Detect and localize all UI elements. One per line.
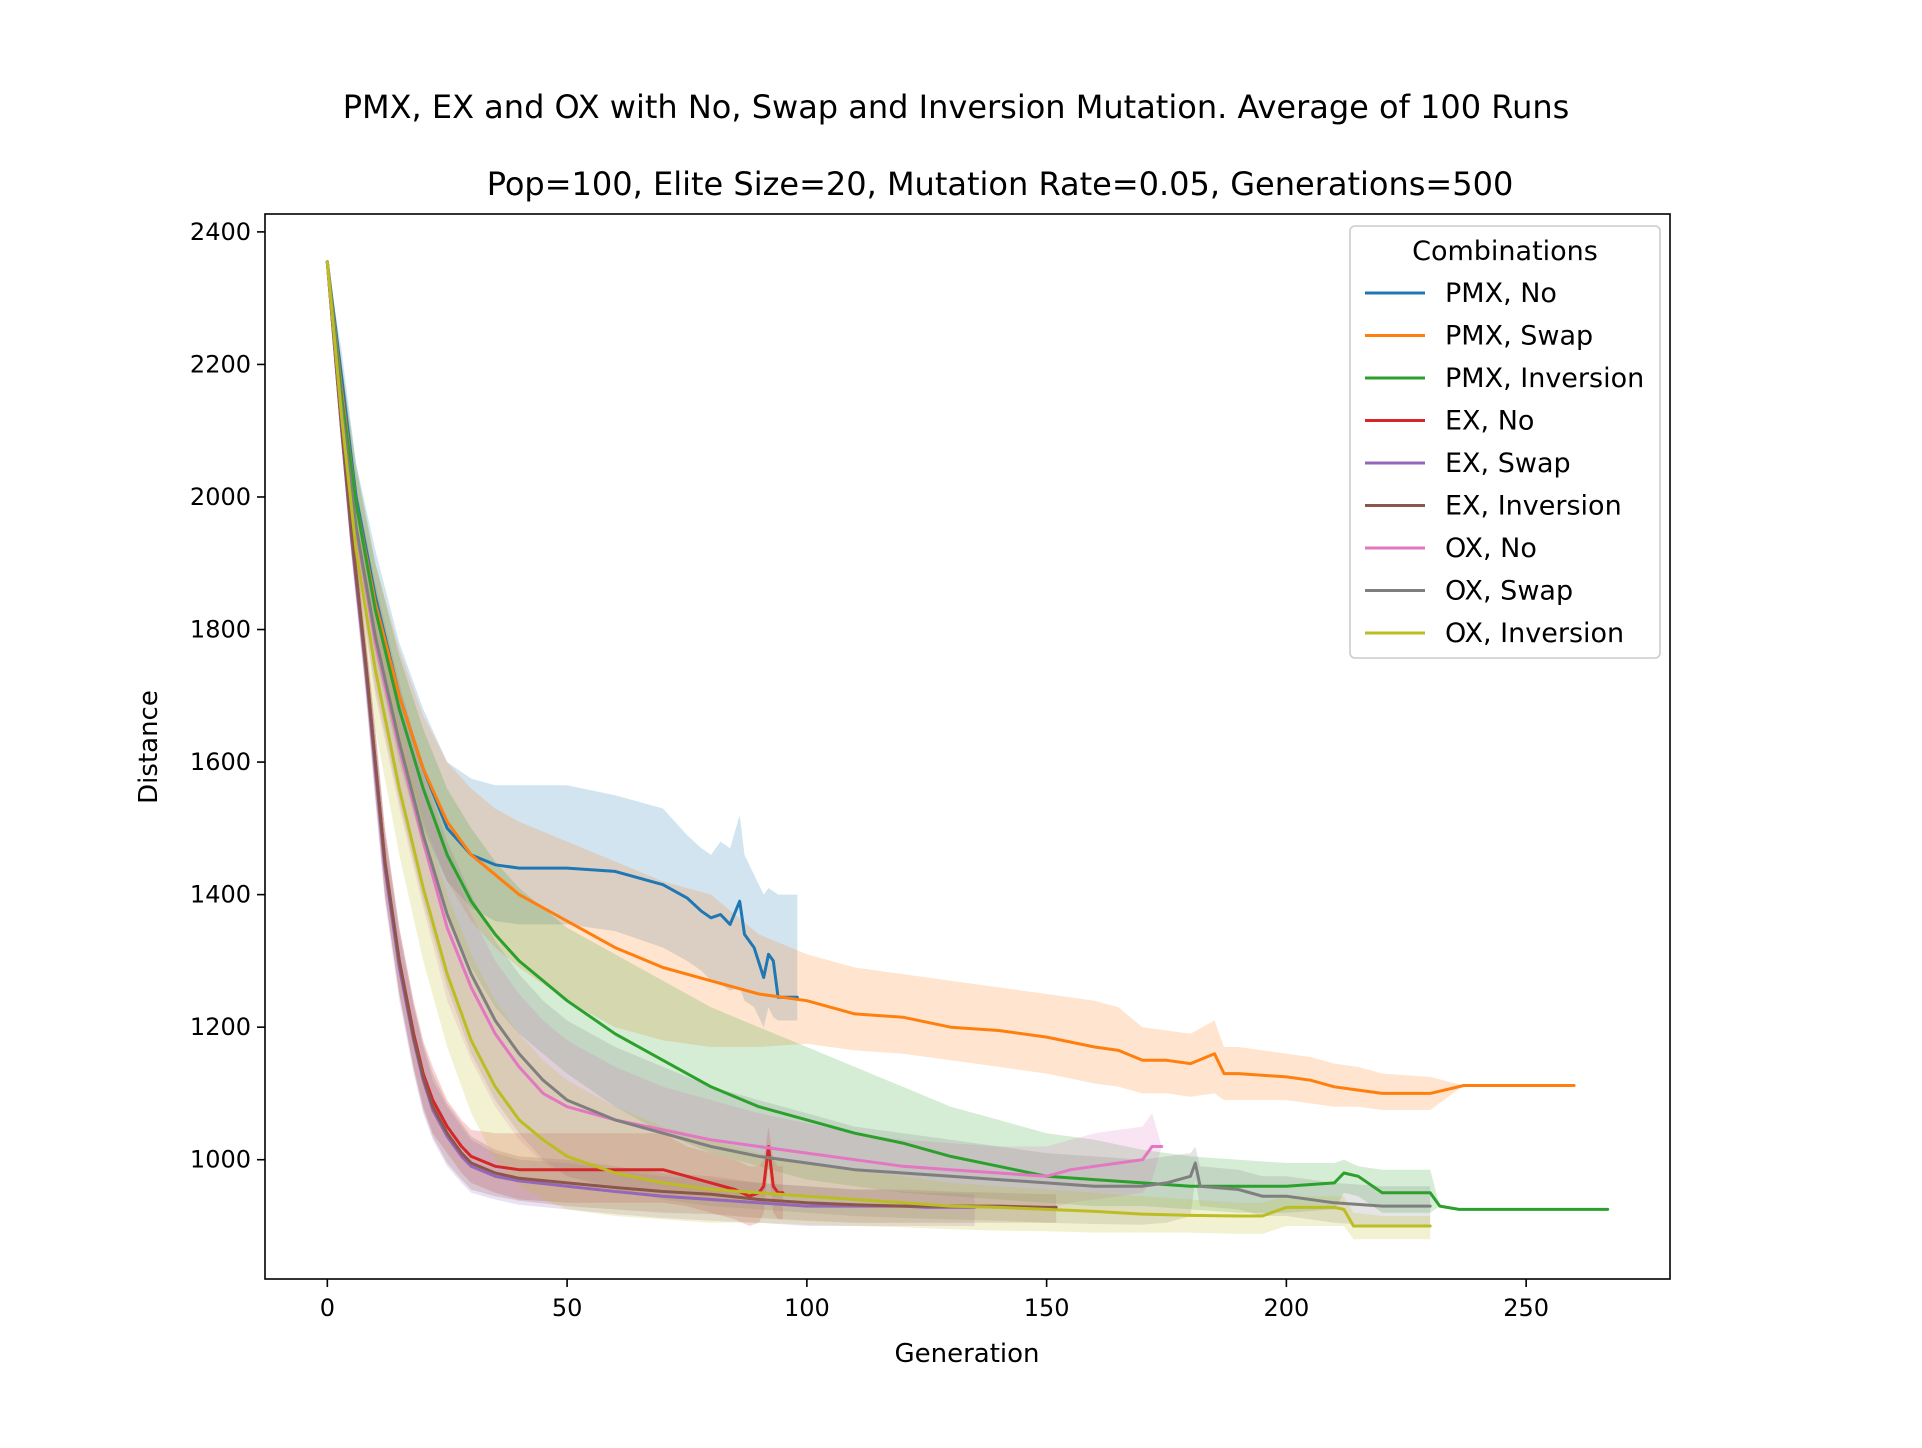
y-tick-label-2400: 2400 — [190, 218, 251, 246]
legend-item-ox-swap: OX, Swap — [1365, 576, 1573, 607]
chart-subtitle: Pop=100, Elite Size=20, Mutation Rate=0.… — [487, 165, 1514, 203]
legend-title: Combinations — [1412, 236, 1598, 267]
legend-label-ox-no: OX, No — [1445, 533, 1537, 564]
y-tick-label-1000: 1000 — [190, 1146, 251, 1174]
x-tick-label-150: 150 — [1024, 1294, 1070, 1322]
x-tick-label-250: 250 — [1503, 1294, 1549, 1322]
x-tick-label-100: 100 — [784, 1294, 830, 1322]
legend-item-ox-inversion: OX, Inversion — [1365, 618, 1624, 649]
legend-item-pmx-no: PMX, No — [1365, 278, 1557, 309]
legend-box — [1349, 225, 1661, 659]
legend-item-pmx-swap: PMX, Swap — [1365, 321, 1593, 352]
legend-label-ox-inversion: OX, Inversion — [1445, 618, 1624, 649]
series-line-ox-swap — [325, 260, 1432, 1208]
legend-label-ex-no: EX, No — [1445, 406, 1534, 437]
y-axis-label: Distance — [134, 690, 164, 804]
y-tick-label-2000: 2000 — [190, 483, 251, 511]
legend-item-ox-no: OX, No — [1365, 533, 1537, 564]
series-line-ex-inversion — [325, 260, 1058, 1209]
legend-item-ex-swap: EX, Swap — [1365, 448, 1571, 479]
y-tick-label-2200: 2200 — [190, 350, 251, 378]
x-tick-label-50: 50 — [552, 1294, 583, 1322]
x-tick-label-200: 200 — [1263, 1294, 1309, 1322]
y-tick-label-1200: 1200 — [190, 1013, 251, 1041]
y-tick-label-1800: 1800 — [190, 616, 251, 644]
series-line-ox-no — [325, 260, 1164, 1178]
series-line-pmx-swap — [325, 260, 1576, 1095]
legend-items: PMX, No PMX, Swap PMX, Inversion EX, No EX, … — [1365, 278, 1644, 649]
legend-label-ox-swap: OX, Swap — [1445, 576, 1573, 607]
band-pmx-inversion — [327, 261, 1608, 1213]
x-axis-label: Generation — [894, 1339, 1039, 1369]
band-pmx-no — [327, 261, 798, 1028]
y-axis: 1000 1200 1400 1600 1800 2000 2200 2400 — [190, 218, 265, 1174]
legend-item-pmx-inversion: PMX, Inversion — [1365, 363, 1644, 394]
plot-area — [325, 260, 1610, 1240]
series-line-ox-inversion — [325, 260, 1432, 1228]
chart-title: PMX, EX and OX with No, Swap and Inversi… — [343, 88, 1570, 126]
legend-label-ex-swap: EX, Swap — [1445, 448, 1571, 479]
y-tick-label-1400: 1400 — [190, 881, 251, 909]
legend-label-pmx-inversion: PMX, Inversion — [1445, 363, 1644, 394]
x-tick-label-0: 0 — [320, 1294, 335, 1322]
x-axis: 0 50 100 150 200 250 — [320, 1279, 1549, 1322]
legend-label-pmx-no: PMX, No — [1445, 278, 1557, 309]
series-lines — [325, 260, 1610, 1228]
legend-label-pmx-swap: PMX, Swap — [1445, 321, 1593, 352]
band-pmx-swap — [327, 261, 1575, 1110]
legend-item-ex-inversion: EX, Inversion — [1365, 491, 1622, 522]
legend-label-ex-inversion: EX, Inversion — [1445, 491, 1622, 522]
y-tick-label-1600: 1600 — [190, 748, 251, 776]
legend-item-ex-no: EX, No — [1365, 406, 1534, 437]
series-line-pmx-inversion — [325, 260, 1610, 1211]
confidence-bands — [327, 261, 1608, 1240]
legend: Combinations PMX, No PMX, Swap PMX, Invers… — [1349, 225, 1661, 659]
plot-frame — [264, 213, 1671, 1280]
